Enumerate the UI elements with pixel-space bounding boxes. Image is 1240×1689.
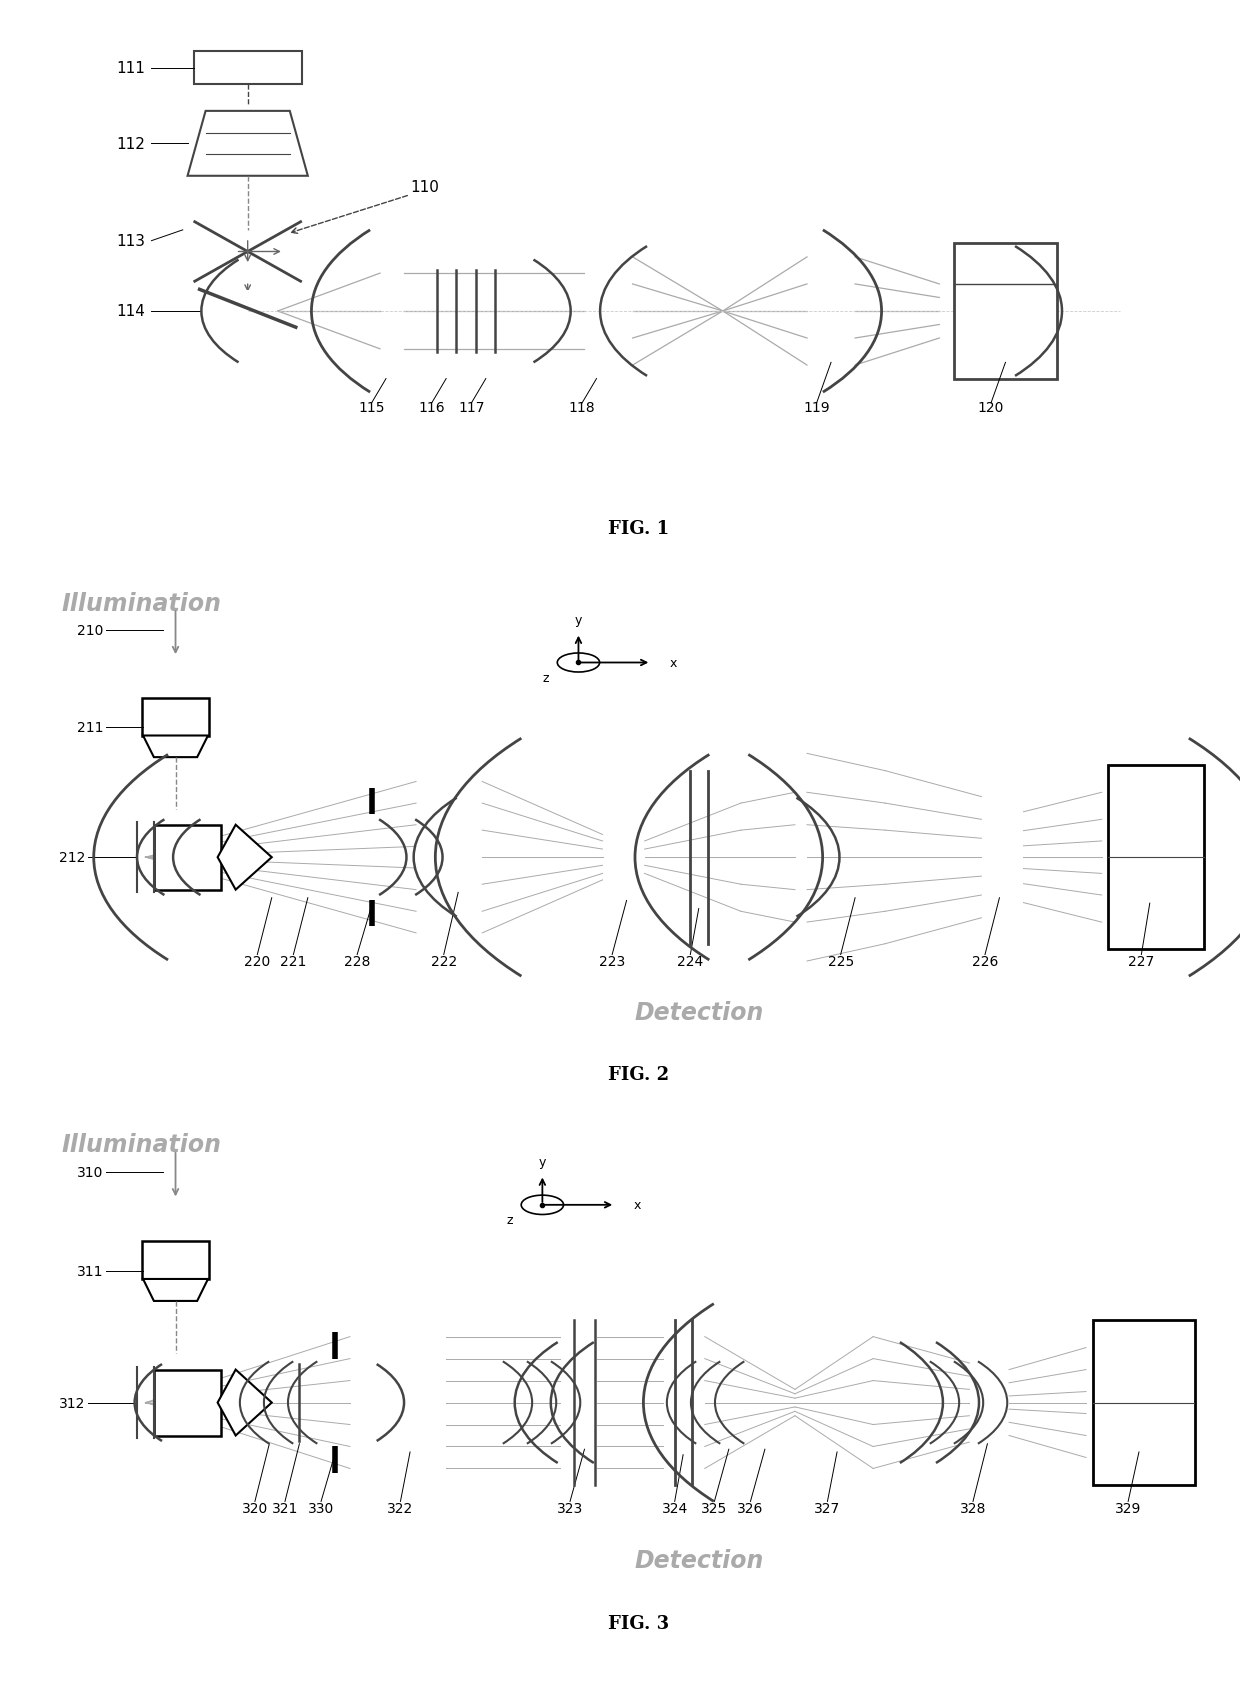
Text: 223: 223 (599, 954, 625, 969)
Text: Detection: Detection (634, 1549, 764, 1572)
Text: 115: 115 (358, 400, 384, 415)
Text: 328: 328 (960, 1502, 986, 1515)
Text: FIG. 2: FIG. 2 (608, 1066, 670, 1083)
Text: 114: 114 (117, 304, 145, 319)
Text: Illumination: Illumination (61, 1133, 221, 1157)
Text: Detection: Detection (634, 1002, 764, 1025)
Polygon shape (218, 1370, 272, 1436)
Text: 119: 119 (804, 400, 830, 415)
Bar (1092, 1321, 1195, 1485)
Text: 225: 225 (827, 954, 854, 969)
Polygon shape (143, 736, 208, 758)
Text: 224: 224 (677, 954, 703, 969)
Text: z: z (542, 672, 548, 684)
Text: 321: 321 (272, 1502, 298, 1515)
Text: 323: 323 (557, 1502, 583, 1515)
Text: Illumination: Illumination (61, 591, 221, 616)
Text: 113: 113 (117, 235, 145, 248)
Text: 311: 311 (77, 1263, 103, 1279)
Text: 228: 228 (343, 954, 371, 969)
Text: FIG. 3: FIG. 3 (608, 1613, 670, 1632)
Text: x: x (670, 657, 677, 669)
Bar (143, 1241, 208, 1279)
Text: z: z (506, 1214, 512, 1226)
Text: 226: 226 (972, 954, 998, 969)
Text: 327: 327 (815, 1502, 841, 1515)
Text: 322: 322 (387, 1502, 414, 1515)
Text: 117: 117 (458, 400, 485, 415)
Text: 212: 212 (60, 851, 86, 865)
Text: 221: 221 (280, 954, 306, 969)
Text: 324: 324 (662, 1502, 688, 1515)
Bar (955, 245, 1056, 380)
Text: 227: 227 (1128, 954, 1154, 969)
Text: 320: 320 (242, 1502, 268, 1515)
Text: 325: 325 (702, 1502, 728, 1515)
Text: 312: 312 (60, 1395, 86, 1410)
Text: FIG. 1: FIG. 1 (608, 520, 670, 537)
Text: y: y (575, 613, 582, 627)
Text: 110: 110 (410, 181, 439, 194)
Text: 118: 118 (569, 400, 595, 415)
Text: 120: 120 (978, 400, 1004, 415)
Text: 329: 329 (1115, 1502, 1141, 1515)
Text: 330: 330 (308, 1502, 335, 1515)
Text: 326: 326 (738, 1502, 764, 1515)
Text: 111: 111 (117, 61, 145, 76)
Text: 222: 222 (430, 954, 456, 969)
Bar (143, 698, 208, 736)
Text: y: y (538, 1155, 546, 1169)
Text: 112: 112 (117, 137, 145, 152)
Text: x: x (634, 1199, 641, 1211)
Text: 210: 210 (77, 623, 103, 638)
Text: 116: 116 (418, 400, 445, 415)
Bar (1107, 765, 1204, 949)
Bar (155, 1370, 221, 1436)
Text: 310: 310 (77, 1165, 103, 1179)
Bar (193, 52, 301, 84)
Polygon shape (187, 111, 308, 177)
Bar (155, 826, 221, 890)
Polygon shape (143, 1279, 208, 1301)
Text: 211: 211 (77, 721, 103, 735)
Polygon shape (218, 826, 272, 890)
Text: 220: 220 (244, 954, 270, 969)
